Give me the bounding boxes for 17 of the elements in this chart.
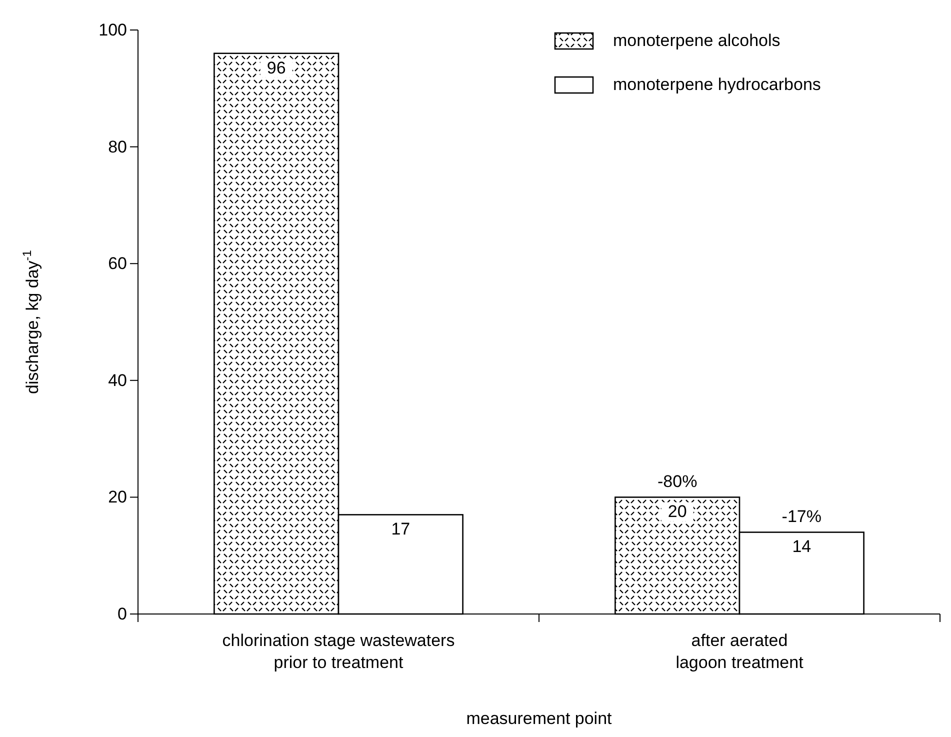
data-label: 17 [391, 520, 410, 539]
data-label: 20 [668, 502, 687, 522]
x-tick-label: after aerated lagoon treatment [676, 631, 804, 672]
legend-label: monoterpene alcohols [613, 31, 780, 50]
y-tick-label: 100 [98, 20, 127, 40]
y-tick-label: 40 [108, 370, 127, 390]
data-label: 96 [266, 58, 286, 78]
x-axis-title: measurement point [466, 709, 612, 728]
y-tick-label: 20 [108, 488, 127, 507]
annotation: -80% [658, 472, 698, 492]
annotation: -17% [782, 507, 822, 526]
y-tick-label: 0 [118, 604, 127, 624]
y-tick-label: 80 [108, 137, 127, 156]
legend-label: monoterpene hydrocarbons [613, 75, 821, 94]
data-label: 14 [792, 537, 812, 556]
y-tick-label: 60 [108, 254, 127, 274]
x-tick-label: chlorination stage wastewaters prior to treatment [222, 631, 455, 672]
